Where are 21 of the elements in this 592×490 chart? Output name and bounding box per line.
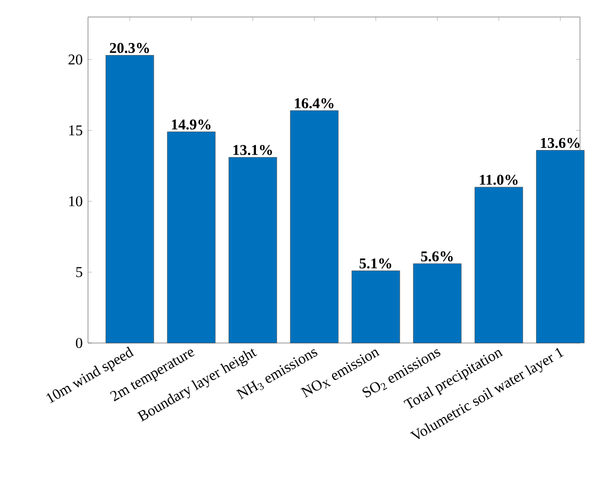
y-tick-label: 20 [68,54,82,65]
data-label: 20.3% [110,42,149,54]
bar [413,263,462,344]
data-label: 5.1% [360,258,392,269]
data-label: 16.4% [294,98,334,108]
data-label: 5.6% [421,251,453,262]
bar [106,55,154,344]
data-label: 13.6% [540,138,580,148]
y-tick-label: 10 [69,196,82,206]
data-label: 11.0% [480,174,518,185]
data-label: 14.9% [172,119,210,130]
data-label: 13.1% [233,144,272,156]
y-tick-label: 0 [76,338,82,348]
bar [352,270,400,344]
bar [290,110,339,344]
bar [228,157,278,344]
bar [474,186,524,344]
bar [536,150,585,344]
bar [167,132,216,344]
y-tick-label: 5 [76,267,82,278]
y-tick-label: 15 [69,125,82,136]
